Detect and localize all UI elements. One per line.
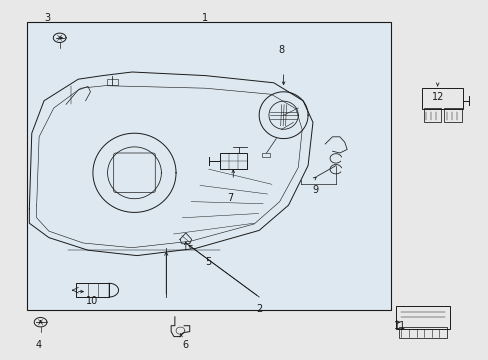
Text: 7: 7 — [226, 193, 232, 203]
Bar — [444, 108, 461, 122]
Text: 9: 9 — [312, 185, 318, 195]
Text: 8: 8 — [278, 45, 284, 55]
Text: 2: 2 — [256, 304, 262, 314]
Text: 5: 5 — [204, 257, 210, 267]
Text: 3: 3 — [44, 13, 50, 23]
Text: 1: 1 — [202, 13, 208, 23]
Text: 6: 6 — [183, 340, 188, 350]
Bar — [395, 306, 449, 329]
Text: 11: 11 — [393, 321, 405, 331]
Text: 10: 10 — [85, 296, 98, 306]
Text: 12: 12 — [430, 92, 443, 102]
Bar — [423, 108, 440, 122]
Text: 4: 4 — [36, 340, 42, 350]
Bar — [106, 79, 118, 85]
Bar — [76, 283, 109, 297]
Bar — [261, 153, 270, 157]
Bar — [421, 88, 462, 109]
Bar — [398, 327, 446, 338]
Bar — [220, 153, 246, 169]
Bar — [27, 22, 390, 310]
